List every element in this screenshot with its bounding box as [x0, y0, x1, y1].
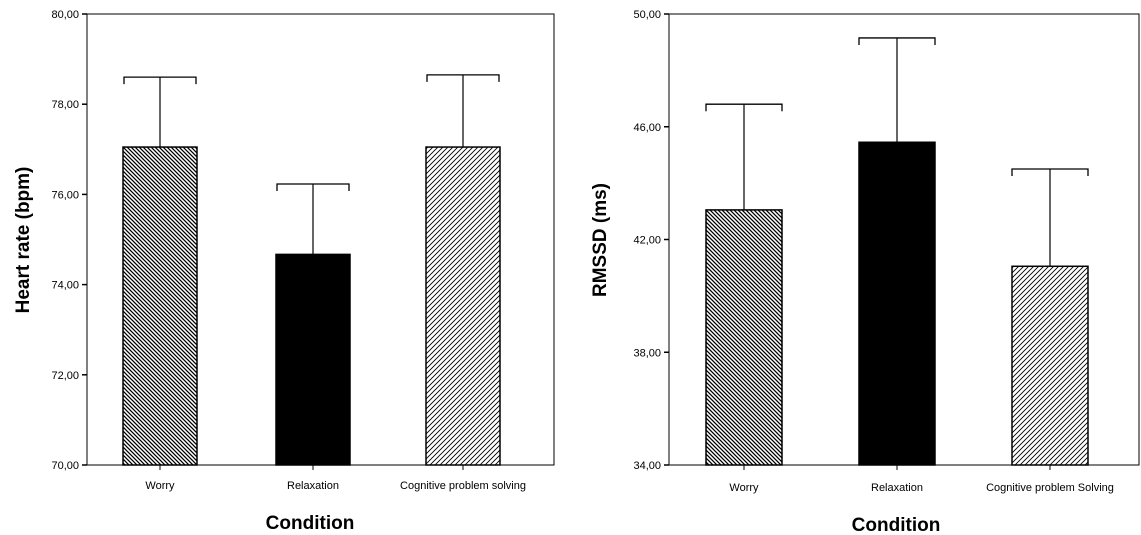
y-tick-label: 50,00: [633, 9, 661, 21]
rmssd-chart: 34,00 38,00 42,00 46,00 50,00 Worry Relaxatio…: [590, 9, 1140, 535]
x-axis: Worry Relaxation Cognitive problem solving: [145, 465, 526, 492]
error-cap: [1011, 168, 1089, 177]
heart-rate-chart: 70,00 72,00 74,00 76,00 78,00 80,00 Worry Rela…: [13, 9, 555, 534]
y-tick-label: 78,00: [51, 99, 79, 111]
bar-relaxation: [858, 141, 936, 466]
y-tick-label: 70,00: [51, 460, 79, 472]
error-cap: [123, 76, 197, 85]
error-cap: [705, 103, 783, 112]
bars: [122, 74, 501, 466]
y-tick-label: 76,00: [51, 189, 79, 201]
error-cap: [858, 37, 936, 45]
y-tick-label: 72,00: [51, 370, 79, 382]
category-label: Relaxation: [287, 480, 339, 492]
y-tick-label: 80,00: [51, 9, 79, 21]
category-label: Relaxation: [871, 482, 923, 494]
category-label: Cognitive problem solving: [400, 480, 526, 492]
y-tick-label: 46,00: [633, 122, 661, 134]
x-axis-title: Condition: [852, 515, 941, 535]
bar-worry: [122, 146, 198, 466]
bar-relaxation: [275, 253, 351, 466]
y-tick-label: 38,00: [633, 347, 661, 359]
y-axis: 34,00 38,00 42,00 46,00 50,00: [633, 9, 669, 472]
bar-cognitive-problem-solving: [1011, 265, 1089, 466]
y-tick-label: 74,00: [51, 280, 79, 292]
y-axis-title: Heart rate (bpm): [13, 167, 34, 314]
x-axis-title: Condition: [266, 513, 355, 534]
y-tick-label: 34,00: [633, 460, 661, 472]
bars: [705, 37, 1089, 466]
y-axis-title: RMSSD (ms): [590, 183, 611, 297]
error-cap: [426, 74, 500, 82]
x-axis: Worry Relaxation Cognitive problem Solving: [729, 465, 1114, 494]
category-label: Worry: [145, 480, 175, 492]
category-label: Worry: [729, 482, 759, 494]
bar-worry: [705, 209, 783, 466]
y-axis: 70,00 72,00 74,00 76,00 78,00 80,00: [51, 9, 87, 472]
bar-cognitive-problem-solving: [425, 146, 501, 466]
category-label: Cognitive problem Solving: [986, 482, 1114, 494]
error-cap: [276, 183, 350, 192]
y-tick-label: 42,00: [633, 235, 661, 247]
